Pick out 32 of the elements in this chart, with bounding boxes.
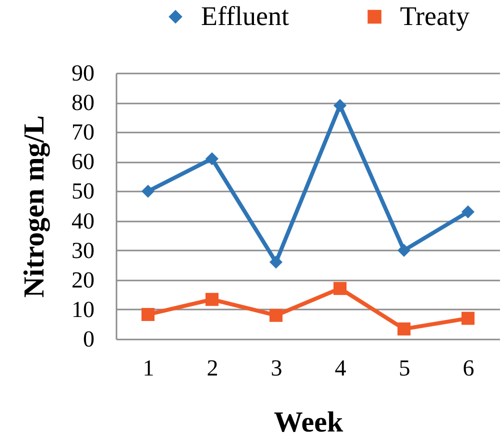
point (397, 322, 411, 336)
legend-label: Effluent (201, 0, 290, 31)
x-tick-label: 3 (270, 356, 282, 380)
point (333, 282, 347, 295)
y-tick-label: 50 (72, 178, 94, 204)
x-axis-title: Week (274, 406, 344, 438)
point (269, 308, 283, 322)
x-tick-label: 4 (334, 356, 347, 380)
point (141, 184, 155, 198)
x-tick-label: 6 (462, 356, 474, 380)
point (397, 244, 411, 257)
y-tick-label: 20 (72, 267, 94, 292)
point (461, 312, 475, 325)
point (269, 256, 283, 269)
x-tick-label: 5 (398, 356, 410, 380)
y-tick-label: 90 (72, 60, 94, 86)
point (141, 308, 155, 321)
y-axis-title: Nitrogen mg/L (18, 115, 50, 298)
y-tick-label: 10 (72, 296, 94, 322)
point (333, 98, 347, 112)
y-tick-label: 60 (72, 149, 94, 174)
legend-label: Treaty (400, 0, 470, 31)
y-tick-label: 40 (72, 208, 94, 234)
y-tick-label: 30 (72, 238, 94, 263)
x-tick-label: 1 (142, 356, 154, 380)
x-tick-label: 2 (206, 356, 218, 380)
y-tick-label: 0 (83, 326, 94, 352)
y-tick-label: 70 (72, 120, 94, 145)
y-tick-label: 80 (72, 90, 94, 116)
point (461, 205, 475, 218)
point (205, 292, 219, 306)
point (205, 152, 219, 166)
